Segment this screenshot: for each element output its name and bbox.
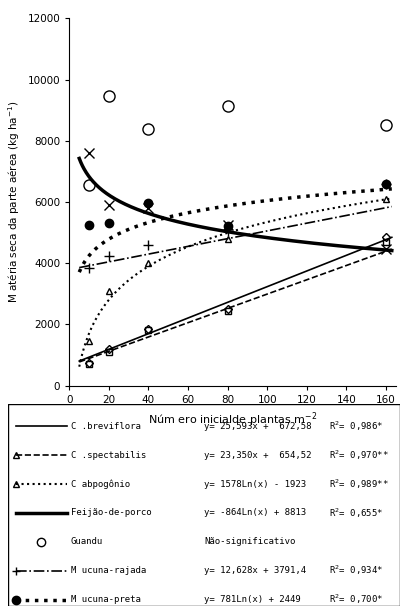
Text: Não-significativo: Não-significativo [204, 537, 295, 547]
X-axis label: Núm ero inicialde plantas m$^{-2}$: Núm ero inicialde plantas m$^{-2}$ [148, 410, 317, 429]
Text: C abpogônio: C abpogônio [71, 479, 130, 489]
Text: y= 12,628x + 3791,4: y= 12,628x + 3791,4 [204, 566, 306, 575]
Text: C .spectabilis: C .spectabilis [71, 451, 146, 460]
Text: R$^2$= 0,986*: R$^2$= 0,986* [329, 420, 384, 433]
Text: y= 781Ln(x) + 2449: y= 781Ln(x) + 2449 [204, 595, 301, 604]
Text: y= -864Ln(x) + 8813: y= -864Ln(x) + 8813 [204, 509, 306, 518]
Text: C .breviflora: C .breviflora [71, 422, 141, 431]
Text: y= 23,350x +  654,52: y= 23,350x + 654,52 [204, 451, 311, 460]
Y-axis label: M atéria seca da parte aérea (kg ha$^{-1}$): M atéria seca da parte aérea (kg ha$^{-1… [6, 101, 22, 303]
Text: Guandu: Guandu [71, 537, 103, 547]
Text: y= 25,593x +  672,58: y= 25,593x + 672,58 [204, 422, 311, 431]
Text: M ucuna-preta: M ucuna-preta [71, 595, 141, 604]
Text: M ucuna-rajada: M ucuna-rajada [71, 566, 146, 575]
Text: y= 1578Ln(x) - 1923: y= 1578Ln(x) - 1923 [204, 480, 306, 488]
Text: R$^2$= 0,934*: R$^2$= 0,934* [329, 564, 384, 577]
Text: Feijão-de-porco: Feijão-de-porco [71, 509, 151, 518]
Text: R$^2$= 0,970**: R$^2$= 0,970** [329, 449, 389, 462]
Text: R$^2$= 0,989**: R$^2$= 0,989** [329, 477, 389, 491]
Text: R$^2$= 0,700*: R$^2$= 0,700* [329, 593, 384, 606]
Text: R$^2$= 0,655*: R$^2$= 0,655* [329, 506, 384, 520]
